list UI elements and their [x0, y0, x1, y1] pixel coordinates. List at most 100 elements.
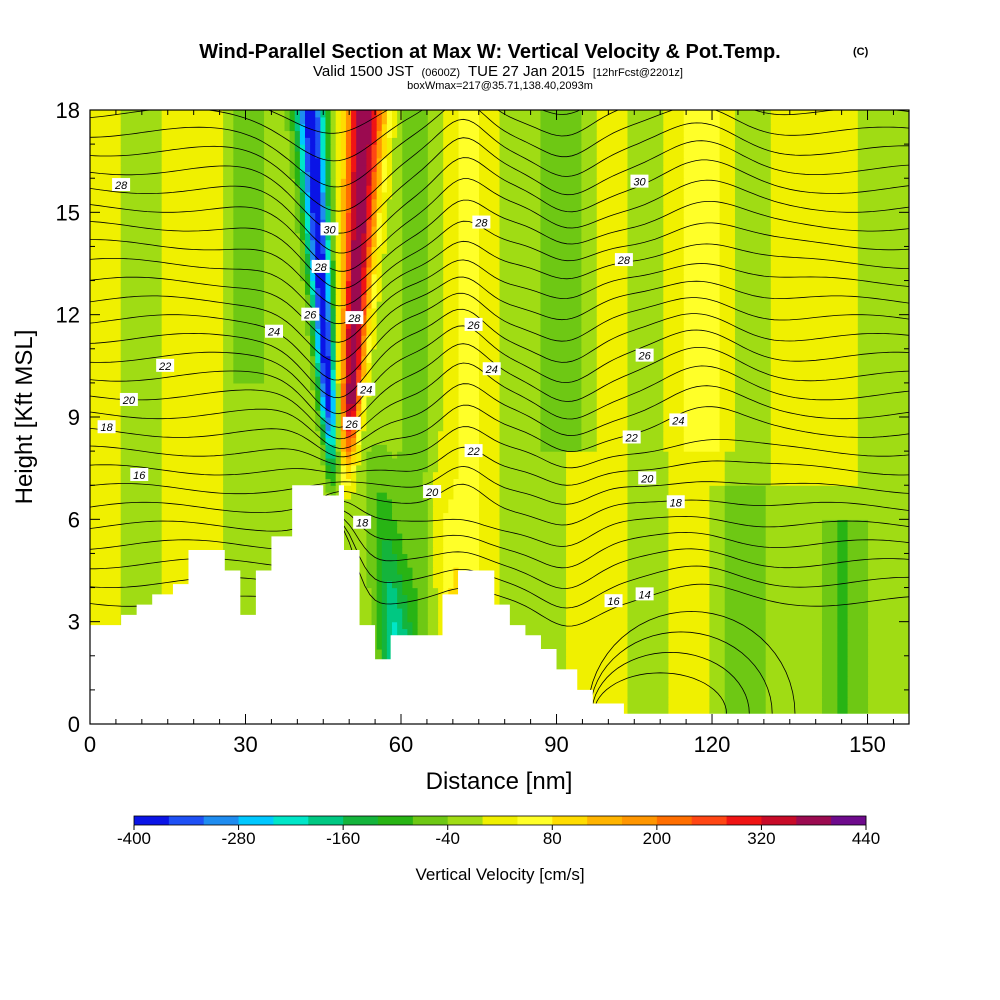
velocity-cell: [289, 123, 296, 132]
theta-contour-line: [591, 651, 750, 714]
velocity-cell: [566, 492, 629, 500]
velocity-cell: [458, 430, 480, 439]
velocity-cell: [857, 232, 909, 241]
velocity-cell: [663, 150, 685, 159]
velocity-cell: [315, 150, 321, 159]
velocity-cell: [479, 232, 501, 241]
velocity-cell: [304, 321, 311, 329]
velocity-cell: [351, 198, 357, 207]
velocity-cell: [233, 355, 265, 364]
velocity-cell: [540, 144, 582, 152]
theta-label: 30: [320, 222, 339, 236]
velocity-cell: [683, 219, 721, 227]
velocity-cell: [233, 341, 265, 350]
velocity-cell: [566, 601, 629, 609]
theta-label: 18: [97, 420, 116, 434]
y-tick-label: 0: [68, 712, 80, 737]
velocity-cell: [668, 648, 710, 657]
velocity-cell: [223, 246, 234, 254]
velocity-cell: [581, 239, 598, 248]
velocity-cell: [381, 280, 403, 288]
velocity-cell: [330, 191, 337, 200]
velocity-cell: [627, 335, 664, 343]
velocity-cell: [596, 191, 629, 200]
velocity-cell: [402, 294, 429, 302]
velocity-cell: [734, 280, 772, 288]
velocity-cell: [765, 553, 823, 561]
velocity-cell: [837, 676, 849, 684]
velocity-cell: [381, 608, 388, 616]
velocity-cell: [335, 328, 342, 336]
velocity-cell: [335, 348, 342, 357]
velocity-cell: [499, 628, 567, 636]
velocity-cell: [402, 157, 429, 166]
velocity-cell: [340, 328, 347, 336]
velocity-cell: [304, 287, 311, 295]
velocity-cell: [371, 123, 378, 132]
velocity-cell: [734, 301, 772, 309]
velocity-cell: [361, 253, 368, 261]
velocity-cell: [668, 505, 710, 514]
velocity-cell: [402, 144, 429, 152]
velocity-cell: [325, 437, 337, 445]
velocity-cell: [381, 546, 393, 555]
velocity-cell: [299, 191, 306, 200]
velocity-cell: [223, 144, 234, 152]
velocity-cell: [90, 519, 122, 527]
velocity-cell: [724, 601, 767, 609]
theta-label-bg: [669, 413, 688, 427]
velocity-cell: [540, 389, 582, 398]
velocity-cell: [668, 689, 710, 698]
velocity-cell: [668, 621, 710, 630]
velocity-cell: [627, 225, 664, 234]
velocity-cell: [458, 171, 480, 179]
velocity-cell: [540, 348, 582, 357]
velocity-cell: [381, 116, 388, 125]
velocity-cell: [397, 594, 408, 602]
velocity-cell: [381, 191, 393, 200]
velocity-cell: [386, 116, 393, 125]
velocity-cell: [335, 369, 342, 377]
velocity-cell: [821, 669, 838, 677]
colorbar-swatch: [238, 816, 274, 825]
velocity-cell: [581, 260, 598, 268]
velocity-cell: [443, 110, 460, 118]
velocity-cell: [233, 171, 265, 179]
velocity-cell: [627, 410, 664, 418]
velocity-cell: [330, 144, 337, 152]
velocity-cell: [310, 191, 321, 200]
velocity-cell: [386, 205, 403, 213]
velocity-cell: [837, 662, 849, 671]
velocity-cell: [320, 437, 327, 445]
velocity-cell: [427, 253, 444, 261]
velocity-cell: [432, 539, 444, 548]
velocity-cell: [724, 512, 767, 520]
velocity-cell: [330, 294, 337, 302]
velocity-cell: [734, 410, 772, 418]
velocity-cell: [443, 403, 460, 411]
velocity-cell: [376, 232, 383, 241]
velocity-cell: [837, 560, 849, 568]
velocity-cell: [320, 369, 327, 377]
velocity-cell: [330, 130, 337, 138]
colorbar-swatch: [587, 816, 623, 825]
velocity-cell: [376, 219, 383, 227]
velocity-cell: [381, 539, 393, 548]
velocity-cell: [90, 178, 122, 186]
velocity-cell: [847, 696, 869, 705]
x-tick-label: 90: [544, 732, 568, 757]
velocity-cell: [381, 225, 388, 234]
velocity-cell: [330, 232, 337, 241]
velocity-cell: [458, 273, 480, 282]
velocity-cell: [627, 423, 664, 432]
velocity-cell: [366, 410, 403, 418]
velocity-cell: [627, 532, 670, 541]
theta-label: 26: [464, 317, 483, 332]
velocity-cell: [765, 676, 823, 684]
velocity-cell: [304, 260, 311, 268]
velocity-cell: [683, 348, 721, 357]
velocity-cell: [90, 116, 122, 125]
velocity-cell: [868, 696, 909, 705]
velocity-cell: [432, 546, 444, 555]
velocity-cell: [361, 417, 368, 425]
